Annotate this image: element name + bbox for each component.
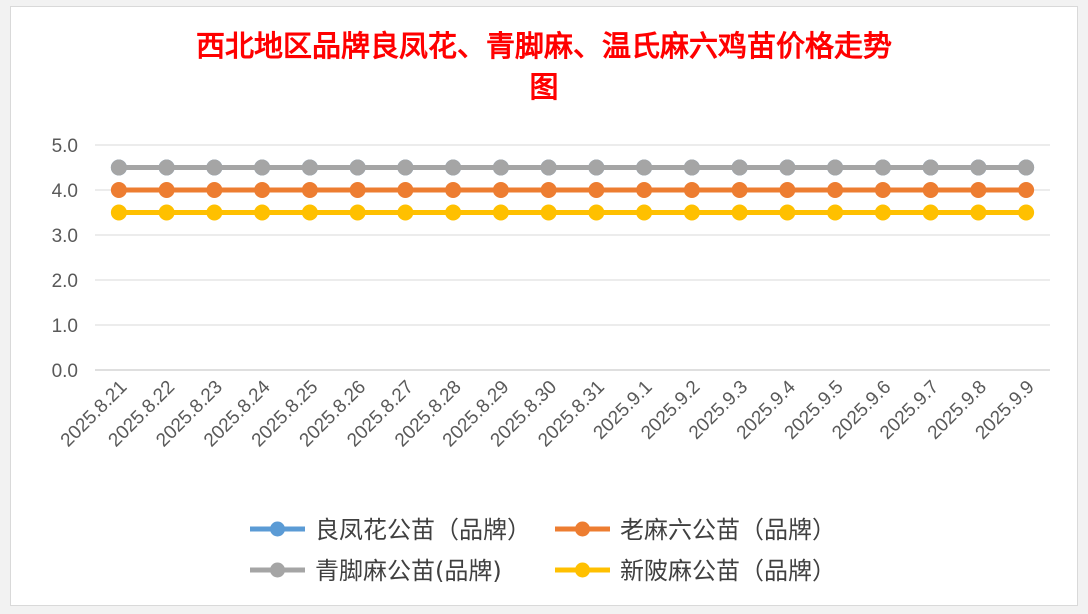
data-point: [349, 182, 366, 198]
data-point: [254, 159, 271, 176]
data-point: [588, 159, 605, 176]
data-point: [254, 204, 271, 221]
y-tick-label: 4.0: [52, 181, 78, 202]
data-point: [445, 159, 462, 176]
data-point: [397, 204, 414, 221]
data-point: [731, 182, 748, 198]
data-point: [492, 159, 509, 176]
legend-label: 老麻六公苗（品牌）: [620, 516, 836, 544]
data-point: [683, 159, 700, 176]
data-point: [206, 159, 223, 176]
data-point: [397, 159, 414, 176]
series-3: [110, 159, 1035, 176]
legend-entry: 良凤花公苗（品牌）: [250, 516, 531, 544]
data-point: [445, 182, 462, 198]
legend-entry: 老麻六公苗（品牌）: [555, 516, 836, 544]
legend-marker: [270, 562, 285, 578]
legend-label: 新陂麻公苗（品牌）: [620, 557, 836, 585]
data-point: [540, 204, 557, 221]
data-point: [110, 182, 127, 198]
data-point: [349, 159, 366, 176]
data-point: [922, 182, 939, 198]
y-tick-label: 0.0: [52, 361, 78, 382]
data-point: [874, 159, 891, 176]
data-point: [779, 204, 796, 221]
data-point: [206, 182, 223, 198]
data-point: [301, 204, 318, 221]
data-point: [970, 159, 987, 176]
data-point: [827, 182, 844, 198]
y-tick-label: 1.0: [52, 316, 78, 337]
y-tick-label: 3.0: [52, 226, 78, 247]
legend-entry: 青脚麻公苗(品牌): [250, 557, 502, 585]
data-point: [779, 182, 796, 198]
data-point: [110, 159, 127, 176]
data-point: [1018, 182, 1035, 198]
data-point: [683, 204, 700, 221]
data-point: [1018, 159, 1035, 176]
data-point: [254, 182, 271, 198]
data-point: [636, 182, 653, 198]
data-point: [1018, 204, 1035, 221]
y-tick-label: 5.0: [52, 136, 78, 157]
legend-marker: [575, 562, 590, 578]
data-point: [874, 204, 891, 221]
data-point: [588, 182, 605, 198]
data-point: [922, 204, 939, 221]
series-layer: [110, 159, 1035, 221]
data-point: [922, 159, 939, 176]
data-point: [301, 182, 318, 198]
data-point: [636, 159, 653, 176]
data-point: [779, 159, 796, 176]
legend-entry: 新陂麻公苗（品牌）: [555, 557, 836, 585]
data-point: [158, 159, 175, 176]
y-tick-label: 2.0: [52, 271, 78, 292]
data-point: [636, 204, 653, 221]
data-point: [683, 182, 700, 198]
series-4: [110, 204, 1035, 221]
data-point: [301, 159, 318, 176]
data-point: [110, 204, 127, 221]
legend: 良凤花公苗（品牌） 老麻六公苗（品牌） 青脚麻公苗(品牌) 新陂麻公苗（品牌）: [250, 516, 836, 585]
chart-title-line1: 西北地区品牌良凤花、青脚麻、温氏麻六鸡苗价格走势: [196, 29, 892, 63]
data-point: [445, 204, 462, 221]
data-point: [540, 182, 557, 198]
legend-label: 良凤花公苗（品牌）: [315, 516, 531, 544]
legend-marker: [575, 521, 590, 537]
data-point: [492, 204, 509, 221]
data-point: [397, 182, 414, 198]
y-axis-ticks: 5.0 4.0 3.0 2.0 1.0 0.0: [52, 136, 78, 382]
data-point: [158, 204, 175, 221]
data-point: [349, 204, 366, 221]
chart-title-line2: 图: [529, 70, 558, 104]
data-point: [158, 182, 175, 198]
data-point: [827, 159, 844, 176]
data-point: [588, 204, 605, 221]
data-point: [206, 204, 223, 221]
data-point: [970, 204, 987, 221]
data-point: [874, 182, 891, 198]
data-point: [970, 182, 987, 198]
gridlines: [95, 144, 1050, 371]
chart-area: [10, 6, 1078, 606]
legend-label: 青脚麻公苗(品牌): [315, 557, 502, 585]
legend-marker: [270, 521, 285, 537]
x-axis-ticks: 2025.8.212025.8.222025.8.232025.8.242025…: [57, 376, 1039, 451]
data-point: [731, 159, 748, 176]
data-point: [827, 204, 844, 221]
data-point: [540, 159, 557, 176]
data-point: [492, 182, 509, 198]
series-2: [110, 182, 1035, 198]
data-point: [731, 204, 748, 221]
